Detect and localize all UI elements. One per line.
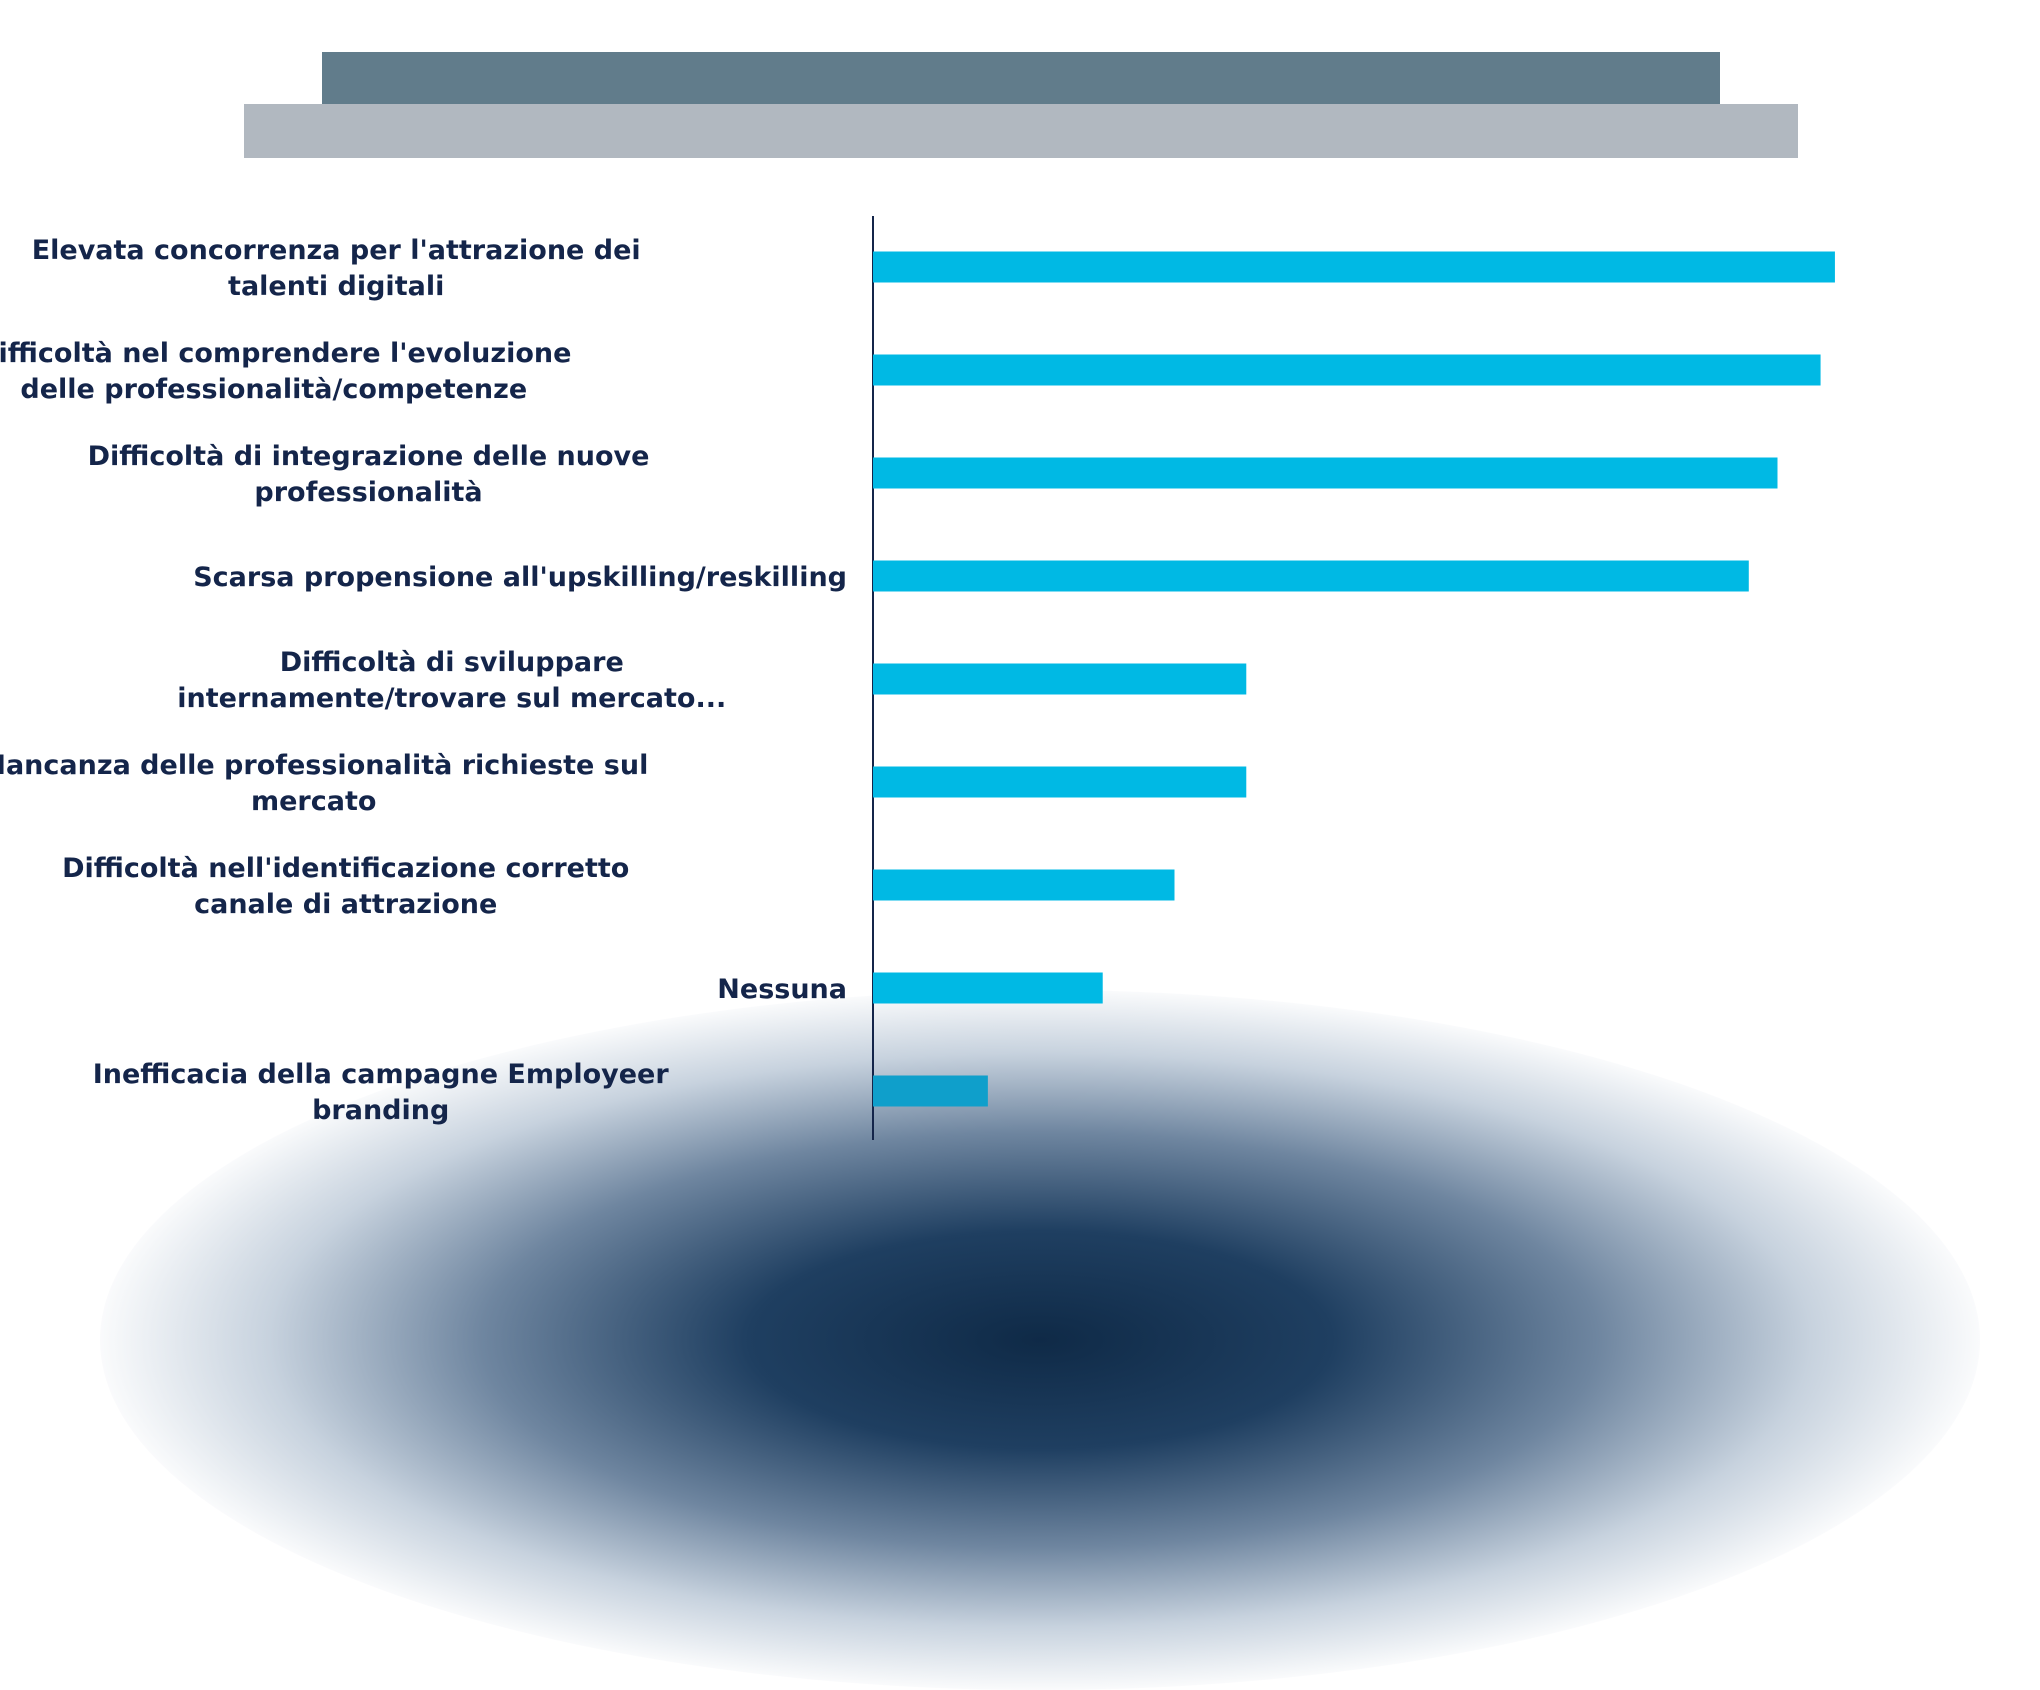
category-label-3-line-0: Scarsa propensione all'upskilling/reskil…: [193, 562, 847, 593]
bar-4: [873, 663, 1247, 695]
category-label-4: Difficoltà di sviluppare internamente/tro…: [177, 647, 726, 714]
bar-7: [873, 972, 1103, 1004]
category-label-8-line-0: Inefficacia della campagne Employeer: [93, 1059, 670, 1090]
category-label-4-line-1: internamente/trovare sul mercato...: [177, 683, 726, 714]
category-label-6: Difficoltà nell'identificazione corretto…: [62, 853, 629, 920]
category-label-6-line-0: Difficoltà nell'identificazione corretto: [62, 853, 629, 884]
category-label-8-line-1: branding: [312, 1095, 449, 1126]
category-label-3: Scarsa propensione all'upskilling/reskil…: [193, 562, 847, 593]
bar-5: [873, 766, 1247, 798]
category-label-4-line-0: Difficoltà di sviluppare: [280, 647, 624, 678]
category-label-7-line-0: Nessuna: [717, 974, 847, 1005]
bar-2: [873, 457, 1778, 489]
bar-6: [873, 869, 1175, 901]
header-banner-top: [322, 52, 1720, 104]
category-label-7: Nessuna: [717, 974, 847, 1005]
header-banner-bottom: [244, 104, 1798, 158]
bar-8: [873, 1075, 988, 1107]
category-label-2-line-0: Difficoltà di integrazione delle nuove: [88, 441, 650, 472]
category-label-2-line-1: professionalità: [254, 477, 482, 508]
category-label-5-line-1: mercato: [251, 786, 376, 817]
category-label-1: Difficoltà nel comprendere l'evoluzione d…: [0, 338, 571, 405]
category-label-2: Difficoltà di integrazione delle nuove pr…: [88, 441, 650, 508]
bar-1: [873, 354, 1821, 386]
bar-0: [873, 251, 1835, 283]
category-label-0-line-1: talenti digitali: [228, 271, 444, 302]
bar-chart: Elevata concorrenza per l'attrazione dei…: [0, 216, 1835, 1140]
category-label-8: Inefficacia della campagne Employeer bran…: [93, 1059, 670, 1126]
category-label-1-line-0: Difficoltà nel comprendere l'evoluzione: [0, 338, 571, 369]
category-label-6-line-1: canale di attrazione: [194, 889, 497, 920]
bar-3: [873, 560, 1749, 592]
category-label-5-line-0: Mancanza delle professionalità richieste…: [0, 750, 648, 781]
category-label-0-line-0: Elevata concorrenza per l'attrazione dei: [32, 235, 641, 266]
category-label-5: Mancanza delle professionalità richieste…: [0, 750, 648, 817]
category-label-0: Elevata concorrenza per l'attrazione dei…: [32, 235, 641, 302]
category-label-1-line-1: delle professionalità/competenze: [20, 374, 527, 405]
